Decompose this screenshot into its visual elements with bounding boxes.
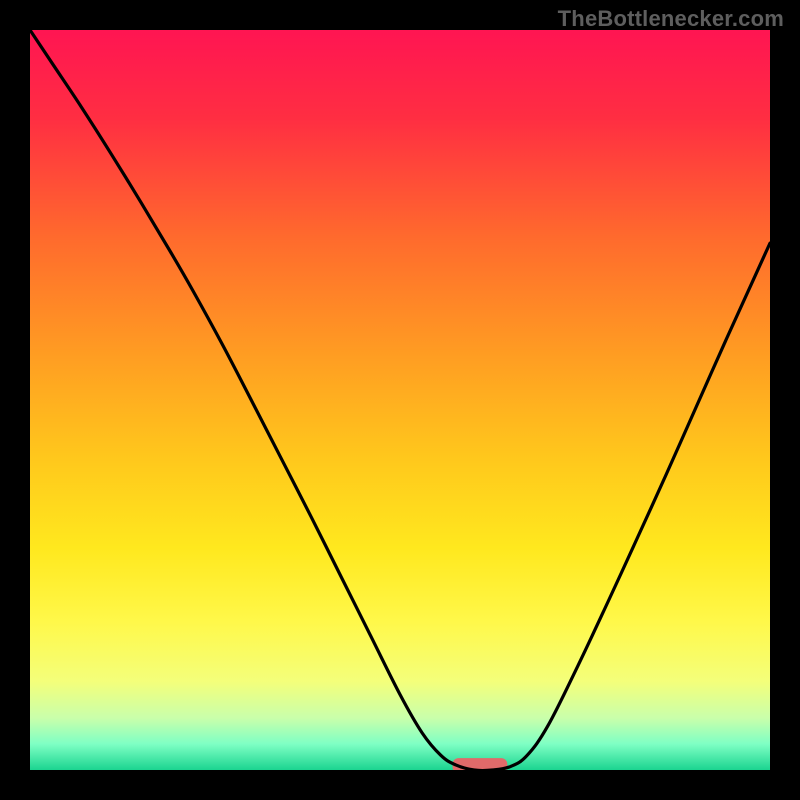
- chart-frame: TheBottlenecker.com: [0, 0, 800, 800]
- plot-svg: [30, 30, 770, 770]
- plot-area: [30, 30, 770, 770]
- gradient-background: [30, 30, 770, 770]
- watermark-text: TheBottlenecker.com: [558, 6, 784, 32]
